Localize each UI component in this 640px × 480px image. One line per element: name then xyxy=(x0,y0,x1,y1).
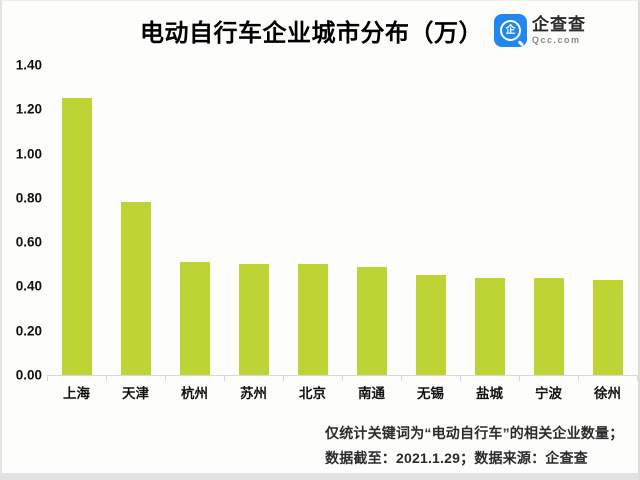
bar-宁波 xyxy=(533,277,564,375)
bar-slot-上海 xyxy=(47,65,106,375)
bar-chart-plot-area xyxy=(47,65,637,375)
logo-domain: Qcc.com xyxy=(532,34,581,45)
x-axis-tick-mark xyxy=(519,375,520,381)
bar-盐城 xyxy=(474,277,505,375)
y-tick-label: 0.40 xyxy=(15,278,42,294)
y-tick-label: 0.20 xyxy=(15,323,42,339)
x-tick-label-徐州: 徐州 xyxy=(594,386,621,401)
bar-南通 xyxy=(356,266,387,375)
x-axis-tick-mark xyxy=(578,375,579,381)
qcc-glyph: 企 xyxy=(505,24,516,36)
chart-title: 电动自行车企业城市分布（万） xyxy=(140,20,483,47)
x-axis-tick-mark xyxy=(47,375,48,381)
bar-slot-北京 xyxy=(283,65,342,375)
x-axis-labels: 上海 天津 杭州 苏州 北京 南通 无锡 盐城 宁波 徐州 xyxy=(47,382,637,402)
x-tick-label-天津: 天津 xyxy=(122,386,149,401)
bar-徐州 xyxy=(592,279,623,375)
x-axis-tick-mark xyxy=(342,375,343,381)
bar-slot-盐城 xyxy=(460,65,519,375)
y-tick-label: 0.00 xyxy=(15,367,42,383)
x-tick-label-北京: 北京 xyxy=(299,386,326,401)
x-axis-tick-mark xyxy=(165,375,166,381)
chart-footnote: 仅统计关键词为“电动自行车”的相关企业数量； 数据截至：2021.1.29；数据… xyxy=(325,421,623,471)
x-axis-tick-mark xyxy=(106,375,107,381)
bar-slot-无锡 xyxy=(401,65,460,375)
x-tick-label-南通: 南通 xyxy=(358,386,385,401)
x-axis-tick-mark xyxy=(401,375,402,381)
qcc-magnifier-icon: 企 xyxy=(494,14,527,47)
chart-header: 电动自行车企业城市分布（万） 企 企查查 Qcc.com xyxy=(140,13,586,48)
bar-上海 xyxy=(61,98,92,375)
bar-杭州 xyxy=(179,262,210,375)
bar-slot-徐州 xyxy=(578,65,637,375)
footnote-line-1: 仅统计关键词为“电动自行车”的相关企业数量； xyxy=(325,425,624,441)
bottom-edge-strip xyxy=(2,473,638,480)
x-axis-tick-mark xyxy=(637,375,638,381)
bar-slot-杭州 xyxy=(165,65,224,375)
bar-slot-南通 xyxy=(342,65,401,375)
x-tick-label-无锡: 无锡 xyxy=(417,386,444,401)
x-tick-label-苏州: 苏州 xyxy=(240,386,267,401)
y-tick-label: 1.20 xyxy=(15,101,42,117)
x-tick-label-上海: 上海 xyxy=(63,386,90,401)
y-tick-label: 0.80 xyxy=(15,190,42,206)
footnote-line-2: 数据截至：2021.1.29；数据来源：企查查 xyxy=(325,450,588,466)
bar-无锡 xyxy=(415,275,446,375)
bar-slot-苏州 xyxy=(224,65,283,375)
qcc-logo: 企 企查查 Qcc.com xyxy=(494,14,586,47)
bar-slot-天津 xyxy=(106,65,165,375)
x-axis-tick-mark xyxy=(283,375,284,381)
y-tick-label: 0.60 xyxy=(15,234,42,250)
x-axis-tick-mark xyxy=(224,375,225,381)
bar-苏州 xyxy=(238,264,269,375)
x-tick-label-杭州: 杭州 xyxy=(181,386,208,401)
bar-slot-宁波 xyxy=(519,65,578,375)
bar-北京 xyxy=(297,264,328,375)
y-tick-label: 1.40 xyxy=(15,57,42,73)
x-tick-label-宁波: 宁波 xyxy=(535,386,562,401)
bar-天津 xyxy=(120,202,151,375)
logo-name: 企查查 xyxy=(532,14,586,34)
x-axis-tick-mark xyxy=(460,375,461,381)
x-tick-label-盐城: 盐城 xyxy=(476,386,503,401)
y-tick-label: 1.00 xyxy=(15,146,42,162)
